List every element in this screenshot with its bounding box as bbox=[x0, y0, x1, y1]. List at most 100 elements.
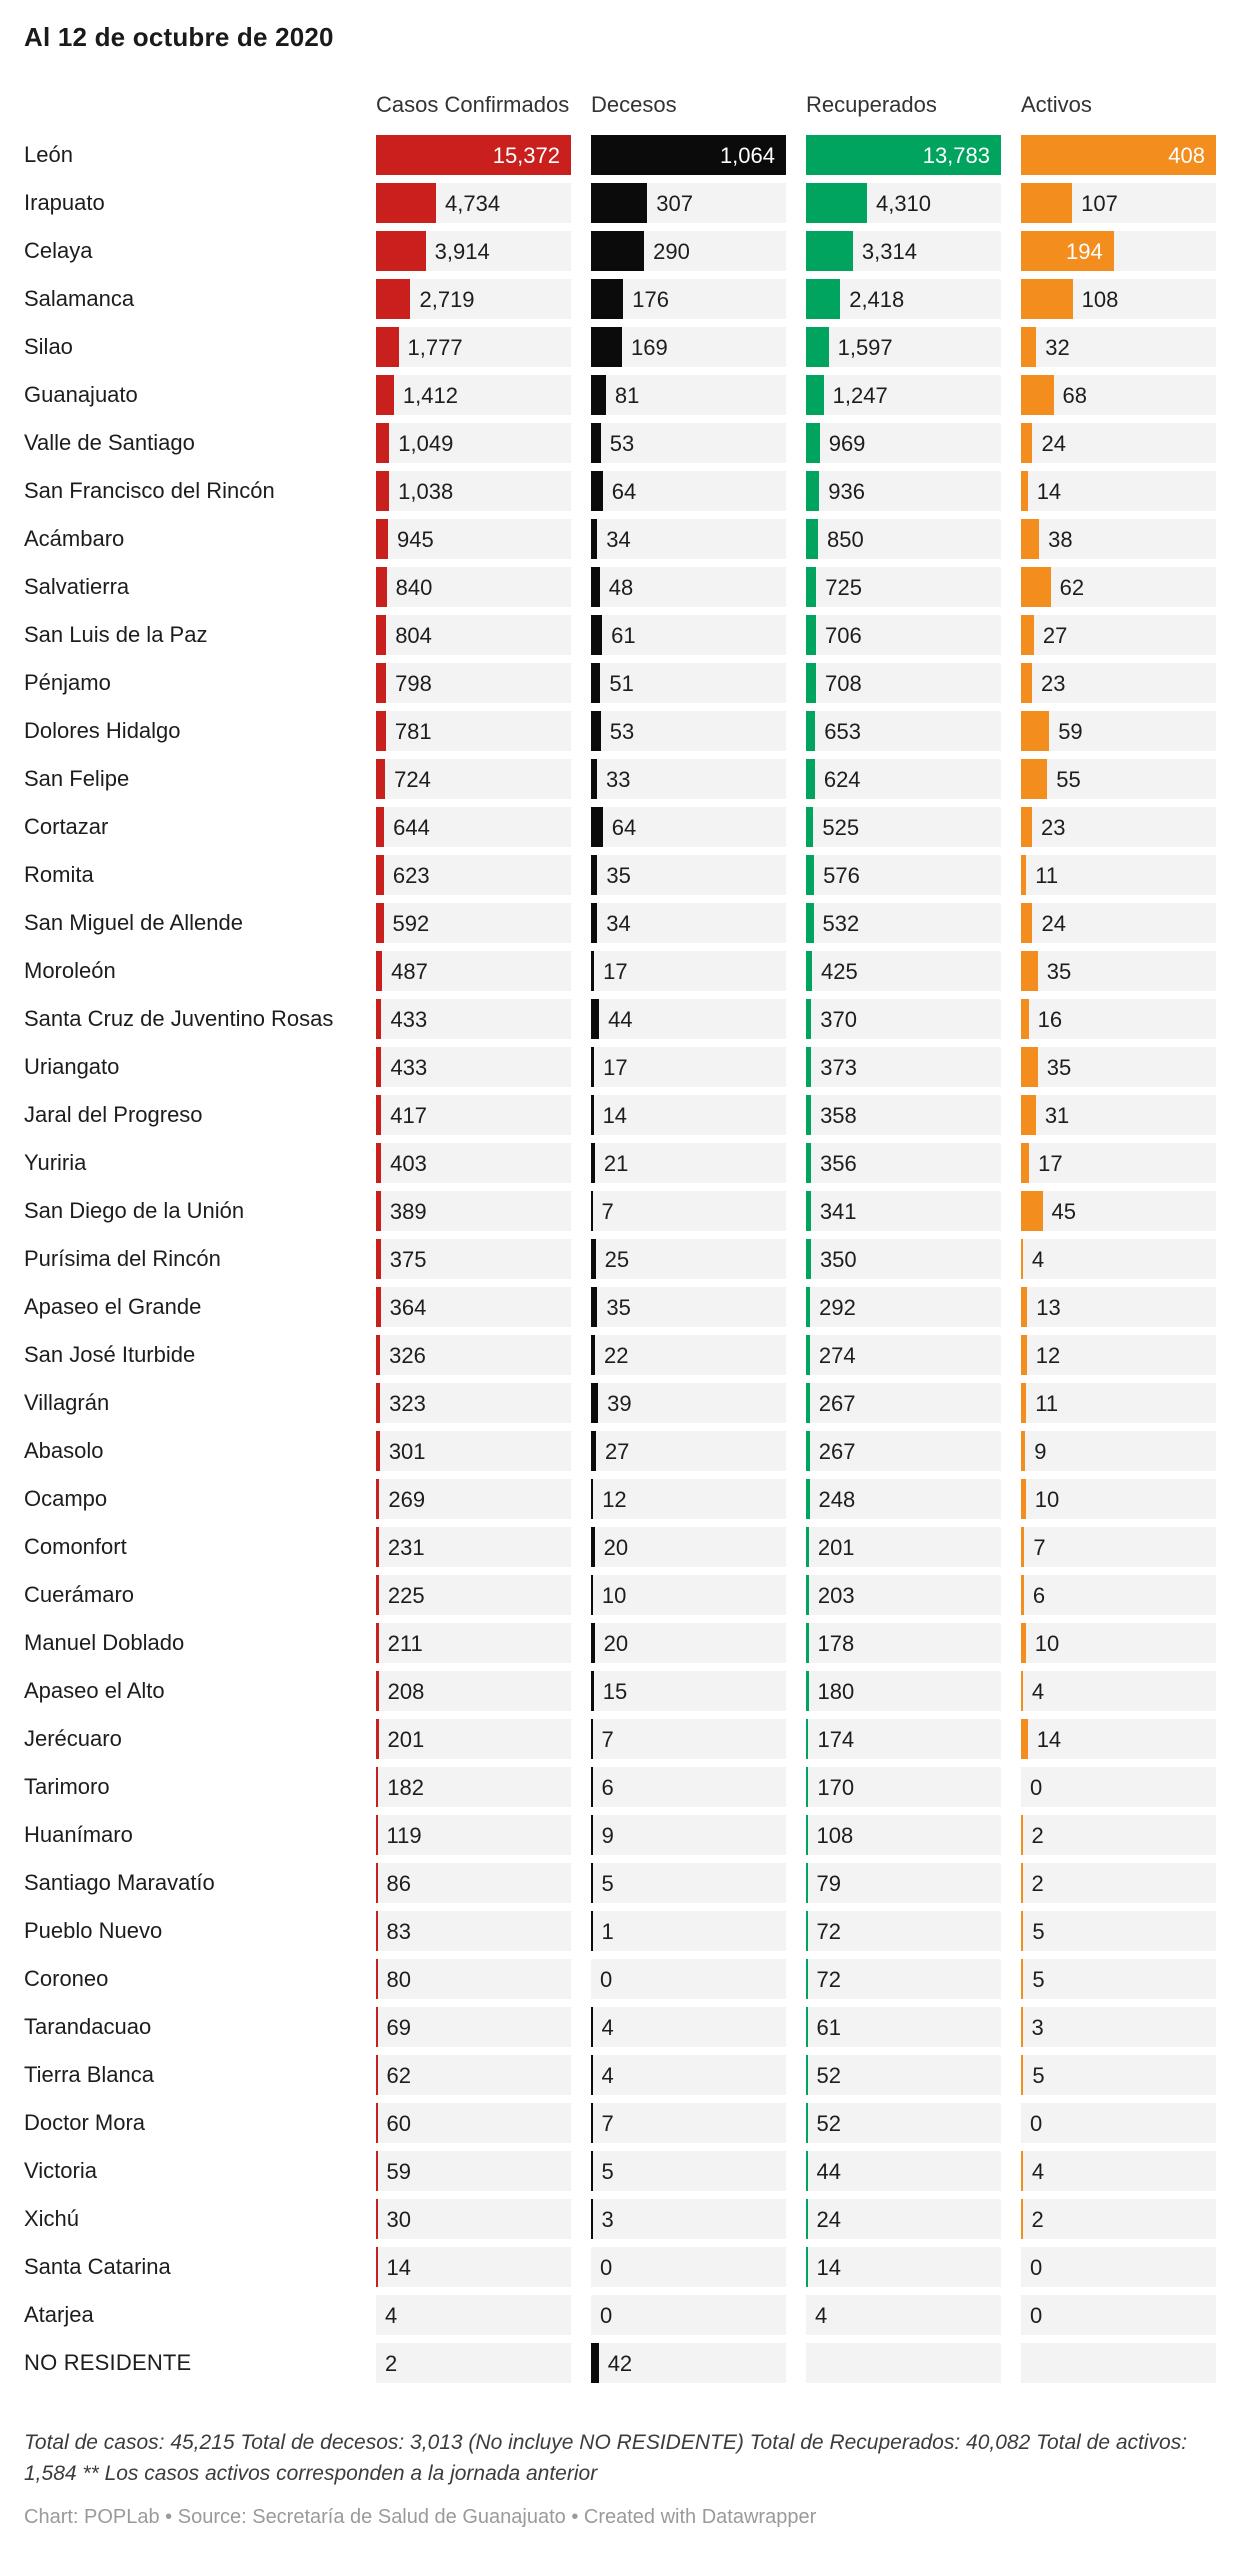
bar-track-casos-confirmados: 4,734 bbox=[376, 182, 571, 223]
municipality-label: Uriangato bbox=[24, 1053, 120, 1079]
bar-activos bbox=[1021, 1334, 1027, 1375]
bar-value-label: 211 bbox=[387, 1630, 423, 1656]
municipality-label: Cortazar bbox=[24, 813, 109, 839]
bar-track-decesos: 176 bbox=[591, 278, 786, 319]
bar-track-activos: 13 bbox=[1021, 1286, 1216, 1327]
bar-decesos bbox=[591, 470, 603, 511]
bar-track-recuperados: 79 bbox=[806, 1862, 1001, 1903]
bar-activos bbox=[1021, 710, 1050, 751]
bar-track-decesos: 6 bbox=[591, 1766, 786, 1807]
bar-value-label: 1,247 bbox=[832, 382, 888, 408]
table-row: Ocampo 269 12 248 10 bbox=[24, 1478, 1216, 1519]
bar-value-label: 52 bbox=[816, 2062, 841, 2088]
bar-value-label: 39 bbox=[607, 1390, 632, 1416]
bar-decesos bbox=[591, 374, 606, 415]
bar-casos-confirmados bbox=[376, 998, 382, 1039]
bar-decesos bbox=[591, 1430, 596, 1471]
bar-track-casos-confirmados: 323 bbox=[376, 1382, 571, 1423]
bar-value-label: 1,412 bbox=[402, 382, 458, 408]
bar-recuperados bbox=[806, 470, 820, 511]
bar-recuperados bbox=[806, 1478, 810, 1519]
bar-value-label: 72 bbox=[816, 1918, 841, 1944]
table-row: Doctor Mora 60 7 52 0 bbox=[24, 2102, 1216, 2143]
bar-casos-confirmados bbox=[376, 662, 387, 703]
bar-activos bbox=[1021, 326, 1037, 367]
table-row: Xichú 30 3 24 2 bbox=[24, 2198, 1216, 2239]
table-row: Moroleón 487 17 425 35 bbox=[24, 950, 1216, 991]
table-row: Santiago Maravatío 86 5 79 2 bbox=[24, 1862, 1216, 1903]
bar-track-activos: 5 bbox=[1021, 2054, 1216, 2095]
bar-track-recuperados: 292 bbox=[806, 1286, 1001, 1327]
bar-track-casos-confirmados: 231 bbox=[376, 1526, 571, 1567]
bar-casos-confirmados bbox=[376, 1910, 378, 1951]
bar-value-label: 248 bbox=[818, 1486, 856, 1512]
bar-track-recuperados: 532 bbox=[806, 902, 1001, 943]
bar-track-activos: 24 bbox=[1021, 902, 1216, 943]
municipality-label: Tarimoro bbox=[24, 1773, 110, 1799]
bar-value-label: 68 bbox=[1062, 382, 1087, 408]
bar-decesos bbox=[591, 1814, 593, 1855]
bar-value-label: 61 bbox=[816, 2014, 841, 2040]
table-row: Santa Cruz de Juventino Rosas 433 44 370 16 bbox=[24, 998, 1216, 1039]
bar-decesos bbox=[591, 1094, 594, 1135]
municipality-label: Santa Catarina bbox=[24, 2253, 171, 2279]
bar-activos bbox=[1021, 2054, 1024, 2095]
bar-track-casos-confirmados: 15,372 bbox=[376, 134, 571, 175]
bar-recuperados bbox=[806, 662, 817, 703]
bar-recuperados bbox=[806, 374, 824, 415]
bar-track-recuperados: 425 bbox=[806, 950, 1001, 991]
bar-recuperados bbox=[806, 710, 816, 751]
table-row: Coroneo 80 0 72 5 bbox=[24, 1958, 1216, 1999]
table-row: San Miguel de Allende 592 34 532 24 bbox=[24, 902, 1216, 943]
table-row: Apaseo el Grande 364 35 292 13 bbox=[24, 1286, 1216, 1327]
bar-track-decesos: 48 bbox=[591, 566, 786, 607]
bar-decesos bbox=[591, 1574, 593, 1615]
bar-track-casos-confirmados: 945 bbox=[376, 518, 571, 559]
bar-track-recuperados: 108 bbox=[806, 1814, 1001, 1855]
bar-track-activos: 68 bbox=[1021, 374, 1216, 415]
municipality-label: San Diego de la Unión bbox=[24, 1197, 245, 1223]
municipality-label: NO RESIDENTE bbox=[24, 2349, 192, 2375]
bar-value-label: 62 bbox=[386, 2062, 411, 2088]
bar-recuperados bbox=[806, 566, 817, 607]
table-row: Irapuato 4,734 307 4,310 107 bbox=[24, 182, 1216, 223]
bar-recuperados bbox=[806, 278, 841, 319]
bar-value-label: 2,418 bbox=[849, 286, 905, 312]
bar-decesos bbox=[591, 1382, 599, 1423]
bar-value-label: 0 bbox=[600, 2302, 613, 2328]
municipality-label: Santa Cruz de Juventino Rosas bbox=[24, 1005, 334, 1031]
bar-value-label: 27 bbox=[604, 1438, 630, 1464]
bar-value-label: 798 bbox=[395, 670, 432, 696]
table-row: Yuriria 403 21 356 17 bbox=[24, 1142, 1216, 1183]
bar-track-activos: 59 bbox=[1021, 710, 1216, 751]
bar-track-recuperados: 52 bbox=[806, 2054, 1001, 2095]
bar-track-decesos: 53 bbox=[591, 710, 786, 751]
bar-track-activos: 31 bbox=[1021, 1094, 1216, 1135]
bar-value-label: 107 bbox=[1081, 190, 1118, 216]
bar-recuperados bbox=[806, 1286, 811, 1327]
bar-track-casos-confirmados: 2 bbox=[376, 2342, 571, 2383]
bar-value-label: 12 bbox=[602, 1486, 627, 1512]
bar-recuperados bbox=[806, 614, 816, 655]
bar-decesos bbox=[591, 1910, 593, 1951]
bar-value-label: 487 bbox=[391, 958, 428, 984]
footer-note: Total de casos: 45,215 Total de decesos:… bbox=[24, 2430, 1188, 2486]
page-title: Al 12 de octubre de 2020 bbox=[24, 22, 334, 52]
bar-value-label: 60 bbox=[386, 2110, 411, 2136]
municipality-label: Irapuato bbox=[24, 189, 105, 215]
bar-casos-confirmados bbox=[376, 1382, 381, 1423]
bar-track-activos: 10 bbox=[1021, 1478, 1216, 1519]
bar-value-label: 4 bbox=[1031, 2158, 1045, 2184]
bar-activos bbox=[1021, 1814, 1023, 1855]
bar-decesos bbox=[591, 1478, 594, 1519]
bar-track-activos: 5 bbox=[1021, 1958, 1216, 1999]
bar-track-decesos: 53 bbox=[591, 422, 786, 463]
bar-value-label: 3,914 bbox=[434, 238, 490, 264]
bar-casos-confirmados bbox=[376, 1094, 382, 1135]
bar-activos bbox=[1021, 1958, 1024, 1999]
bar-value-label: 4 bbox=[601, 2062, 614, 2088]
bar-track-casos-confirmados: 326 bbox=[376, 1334, 571, 1375]
bar-track-activos: 11 bbox=[1021, 1382, 1216, 1423]
bar-value-label: 576 bbox=[823, 862, 860, 888]
bar-track-recuperados: 24 bbox=[806, 2198, 1001, 2239]
